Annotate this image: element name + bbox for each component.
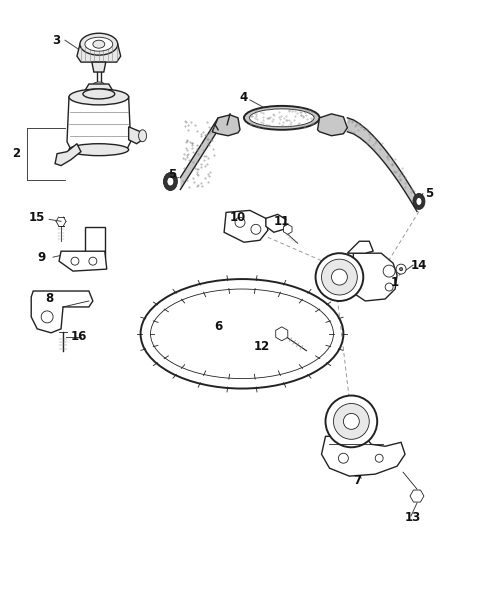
Text: 11: 11 xyxy=(274,215,290,228)
Ellipse shape xyxy=(325,396,377,447)
Circle shape xyxy=(375,454,383,462)
Ellipse shape xyxy=(151,289,334,379)
Text: 5: 5 xyxy=(425,187,433,200)
Ellipse shape xyxy=(334,403,369,439)
Text: 5: 5 xyxy=(168,168,177,181)
Polygon shape xyxy=(410,490,424,502)
Text: 1: 1 xyxy=(391,276,399,289)
Circle shape xyxy=(385,283,393,291)
Polygon shape xyxy=(67,97,131,150)
Circle shape xyxy=(41,311,53,323)
Polygon shape xyxy=(318,114,348,135)
Ellipse shape xyxy=(80,33,118,55)
Circle shape xyxy=(383,265,395,277)
Polygon shape xyxy=(283,224,292,234)
Polygon shape xyxy=(348,118,417,211)
Ellipse shape xyxy=(343,413,360,429)
Text: 6: 6 xyxy=(214,320,222,333)
Polygon shape xyxy=(83,84,115,94)
Text: 7: 7 xyxy=(353,474,361,487)
Text: 9: 9 xyxy=(37,251,45,264)
Polygon shape xyxy=(322,436,405,476)
Ellipse shape xyxy=(69,89,129,105)
Text: 13: 13 xyxy=(405,511,421,524)
Polygon shape xyxy=(276,327,288,341)
Polygon shape xyxy=(212,115,240,135)
Text: 14: 14 xyxy=(411,259,427,272)
Ellipse shape xyxy=(164,173,178,190)
Ellipse shape xyxy=(399,267,403,270)
Polygon shape xyxy=(92,62,106,72)
Ellipse shape xyxy=(416,197,422,206)
Polygon shape xyxy=(337,253,397,301)
Polygon shape xyxy=(55,144,81,166)
Circle shape xyxy=(71,257,79,265)
Ellipse shape xyxy=(413,193,425,210)
Text: 8: 8 xyxy=(45,293,53,306)
Text: 2: 2 xyxy=(12,147,20,160)
Text: 10: 10 xyxy=(230,211,246,224)
Ellipse shape xyxy=(93,82,105,88)
Text: 12: 12 xyxy=(254,340,270,353)
Circle shape xyxy=(251,224,261,234)
Ellipse shape xyxy=(315,253,363,301)
Text: 3: 3 xyxy=(52,34,60,47)
Polygon shape xyxy=(129,127,143,144)
Circle shape xyxy=(338,454,348,463)
Polygon shape xyxy=(266,214,286,232)
Ellipse shape xyxy=(332,269,348,285)
Ellipse shape xyxy=(167,177,174,186)
Ellipse shape xyxy=(83,89,115,99)
Polygon shape xyxy=(77,44,120,62)
Polygon shape xyxy=(85,227,105,257)
Ellipse shape xyxy=(85,37,113,51)
Ellipse shape xyxy=(322,259,357,295)
Circle shape xyxy=(89,257,97,265)
Circle shape xyxy=(235,217,245,227)
Ellipse shape xyxy=(244,106,320,130)
Polygon shape xyxy=(224,210,268,242)
Polygon shape xyxy=(31,291,93,333)
Ellipse shape xyxy=(139,130,146,142)
Polygon shape xyxy=(348,241,373,253)
Circle shape xyxy=(396,264,406,274)
Text: 4: 4 xyxy=(240,91,248,104)
Polygon shape xyxy=(59,251,107,271)
Ellipse shape xyxy=(250,109,314,127)
Ellipse shape xyxy=(93,40,105,48)
Ellipse shape xyxy=(69,144,129,155)
Polygon shape xyxy=(180,118,218,190)
Text: 16: 16 xyxy=(71,330,87,343)
Text: 15: 15 xyxy=(29,211,46,224)
